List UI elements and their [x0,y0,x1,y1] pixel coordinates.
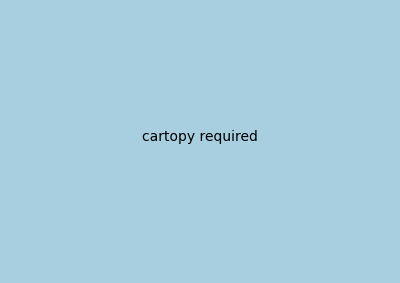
Text: cartopy required: cartopy required [142,130,258,145]
